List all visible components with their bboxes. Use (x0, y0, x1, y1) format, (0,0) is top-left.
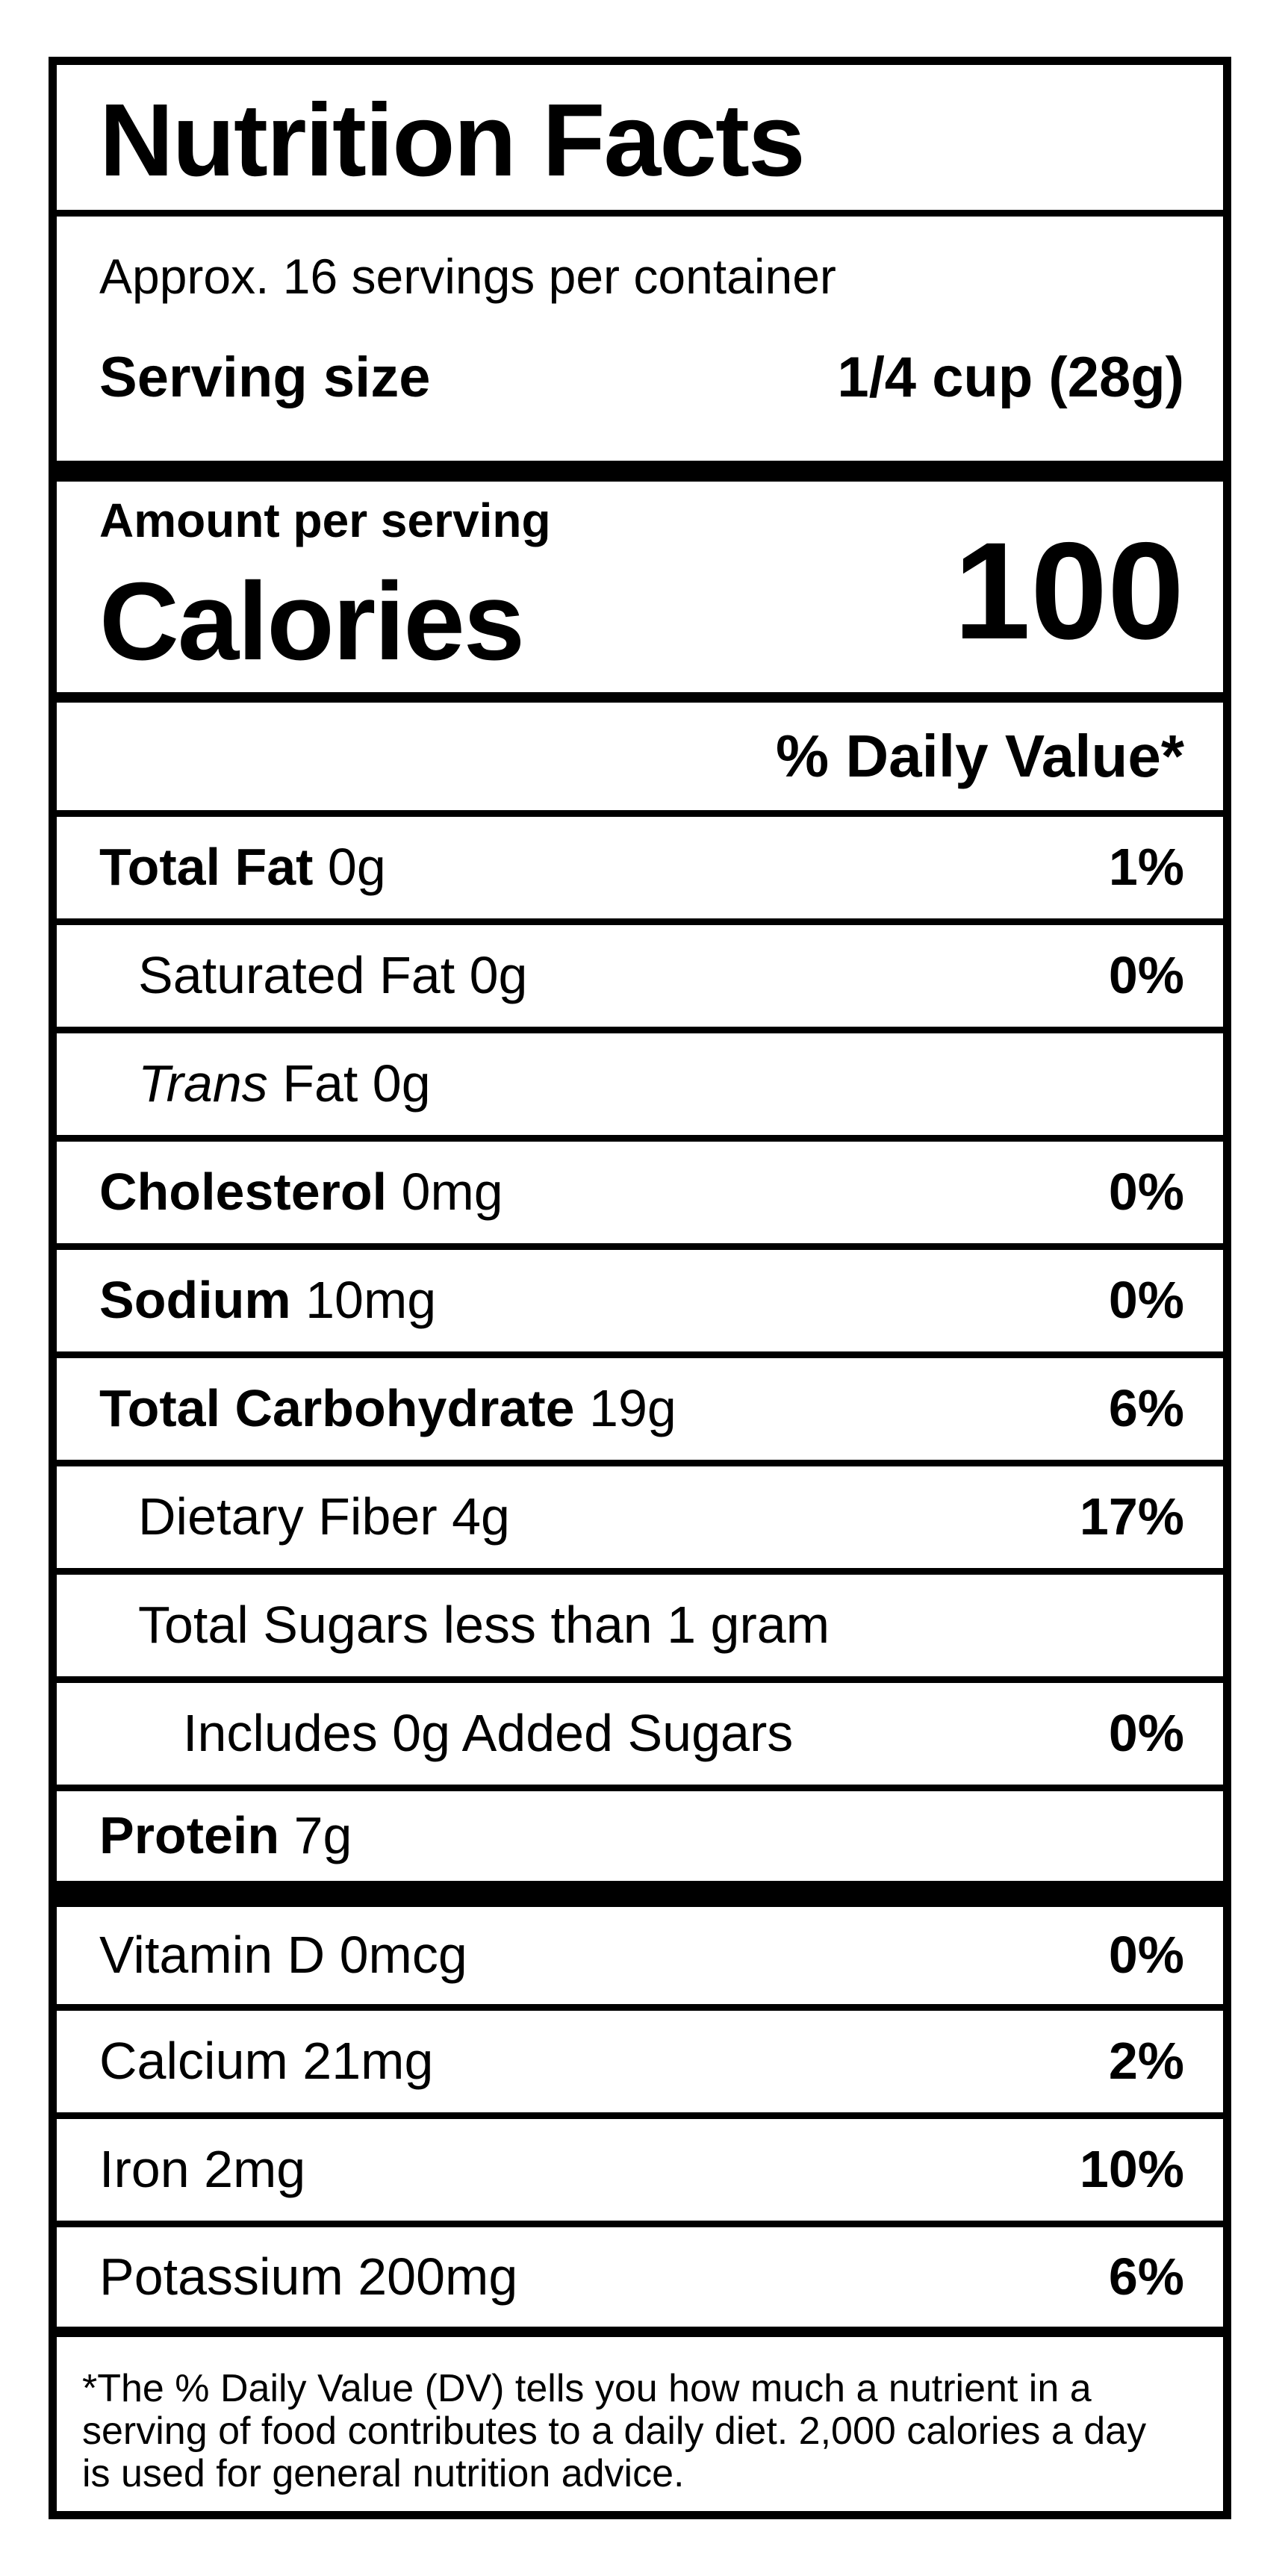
daily-value-header: % Daily Value* (776, 723, 1184, 789)
nutrient-name: Trans Fat 0g (138, 1057, 431, 1112)
separator-bar-thick (57, 1881, 1223, 1907)
nutrient-name: Cholesterol 0mg (99, 1165, 503, 1220)
nutrient-row-calcium: Calcium 21mg 2% (57, 2011, 1223, 2112)
nutrient-name: Dietary Fiber 4g (138, 1490, 510, 1545)
calories-value: 100 (953, 514, 1184, 668)
nutrient-dv: 1% (1108, 838, 1184, 897)
serving-size-row: Serving size 1/4 cup (28g) (99, 343, 1184, 412)
divider-hairline (57, 2221, 1223, 2227)
nutrient-name-bold: Sodium (99, 1271, 291, 1330)
serving-size-label: Serving size (99, 346, 431, 409)
nutrient-name: Saturated Fat 0g (138, 948, 527, 1004)
divider-hairline (57, 810, 1223, 817)
nutrient-amount: Includes 0g Added Sugars (183, 1704, 794, 1763)
divider-hairline (57, 1135, 1223, 1142)
nutrient-name-bold: Protein (99, 1806, 280, 1865)
divider-hairline (57, 2112, 1223, 2119)
serving-info-section: Approx. 16 servings per container Servin… (57, 248, 1223, 461)
nutrient-row-iron: Iron 2mg 10% (57, 2119, 1223, 2221)
divider-hairline (57, 918, 1223, 925)
divider-hairline (57, 1351, 1223, 1358)
nutrient-name: Sodium 10mg (99, 1273, 436, 1328)
divider-hairline (57, 2004, 1223, 2011)
nutrient-dv: 6% (1108, 1379, 1184, 1438)
nutrient-dv: 0% (1108, 1271, 1184, 1330)
nutrient-name: Vitamin D 0mcg (99, 1928, 467, 1983)
calories-label: Calories (99, 560, 525, 683)
divider-hairline (57, 1460, 1223, 1466)
nutrient-row-dietary-fiber: Dietary Fiber 4g 17% (57, 1466, 1223, 1568)
divider-hairline (57, 1243, 1223, 1250)
divider-hairline (57, 1785, 1223, 1791)
nutrient-amount: Potassium 200mg (99, 2247, 518, 2306)
nutrient-dv: 0% (1108, 1926, 1184, 1985)
nutrient-dv: 17% (1079, 1487, 1184, 1546)
nutrient-amount: Total Sugars less than 1 gram (138, 1596, 830, 1655)
nutrient-name: Total Carbohydrate 19g (99, 1381, 676, 1437)
nutrient-name: Total Fat 0g (99, 840, 386, 895)
separator-bar-medium (57, 692, 1223, 703)
nutrient-amount: 10mg (290, 1271, 437, 1330)
nutrient-row-added-sugars: Includes 0g Added Sugars 0% (57, 1683, 1223, 1785)
nutrient-row-saturated-fat: Saturated Fat 0g 0% (57, 925, 1223, 1027)
nutrient-row-total-sugars: Total Sugars less than 1 gram (57, 1575, 1223, 1676)
nutrient-name: Iron 2mg (99, 2142, 305, 2197)
nutrient-row-potassium: Potassium 200mg 6% (57, 2227, 1223, 2327)
nutrient-name: Includes 0g Added Sugars (183, 1706, 793, 1761)
nutrient-amount: Dietary Fiber 4g (138, 1487, 510, 1546)
nutrient-dv: 0% (1108, 946, 1184, 1005)
nutrient-amount: 0mg (387, 1163, 503, 1222)
servings-per-container: Approx. 16 servings per container (99, 249, 836, 304)
nutrient-row-cholesterol: Cholesterol 0mg 0% (57, 1142, 1223, 1243)
nutrient-name-bold: Total Carbohydrate (99, 1379, 575, 1438)
divider-hairline (57, 210, 1223, 217)
nutrient-amount: 19g (574, 1379, 676, 1438)
nutrient-dv: 0% (1108, 1163, 1184, 1222)
nutrient-name: Calcium 21mg (99, 2034, 433, 2089)
nutrition-facts-label: Nutrition Facts Approx. 16 servings per … (49, 57, 1231, 2519)
nutrient-row-total-carbohydrate: Total Carbohydrate 19g 6% (57, 1358, 1223, 1460)
nutrient-row-protein: Protein 7g (57, 1791, 1223, 1881)
nutrient-name-italic: Trans (138, 1054, 268, 1113)
divider-hairline (57, 1676, 1223, 1683)
divider-hairline (57, 1027, 1223, 1033)
nutrient-amount: Vitamin D 0mcg (99, 1926, 467, 1985)
footnote-text: *The % Daily Value (DV) tells you how mu… (82, 2367, 1147, 2495)
nutrient-dv: 6% (1108, 2247, 1184, 2306)
nutrient-amount: Calcium 21mg (99, 2032, 434, 2091)
nutrient-amount: Saturated Fat 0g (138, 946, 528, 1005)
nutrient-name: Potassium 200mg (99, 2247, 518, 2306)
calories-section: Amount per serving Calories 100 (57, 482, 1223, 692)
nutrient-dv: 10% (1079, 2140, 1184, 2199)
nutrient-amount: Iron 2mg (99, 2140, 306, 2199)
nutrient-row-total-fat: Total Fat 0g 1% (57, 817, 1223, 918)
nutrient-dv: 2% (1108, 2032, 1184, 2091)
nutrient-name: Total Sugars less than 1 gram (138, 1598, 830, 1653)
amount-per-serving-label: Amount per serving (99, 494, 551, 547)
nutrient-amount: 0g (313, 838, 386, 897)
nutrient-name-bold: Cholesterol (99, 1163, 388, 1222)
serving-size-value: 1/4 cup (28g) (837, 346, 1184, 409)
label-title: Nutrition Facts (99, 83, 806, 198)
nutrient-row-sodium: Sodium 10mg 0% (57, 1250, 1223, 1351)
nutrient-name-bold: Total Fat (99, 838, 314, 897)
nutrient-amount: 7g (279, 1806, 352, 1865)
nutrient-name: Protein 7g (99, 1808, 352, 1864)
separator-bar-thick (57, 461, 1223, 482)
nutrient-row-vitamin-d: Vitamin D 0mcg 0% (57, 1907, 1223, 2004)
nutrient-amount: Fat 0g (267, 1054, 431, 1113)
divider-hairline (57, 1568, 1223, 1575)
separator-bar-medium (57, 2327, 1223, 2337)
nutrient-row-trans-fat: Trans Fat 0g (57, 1033, 1223, 1135)
nutrient-dv: 0% (1108, 1704, 1184, 1763)
